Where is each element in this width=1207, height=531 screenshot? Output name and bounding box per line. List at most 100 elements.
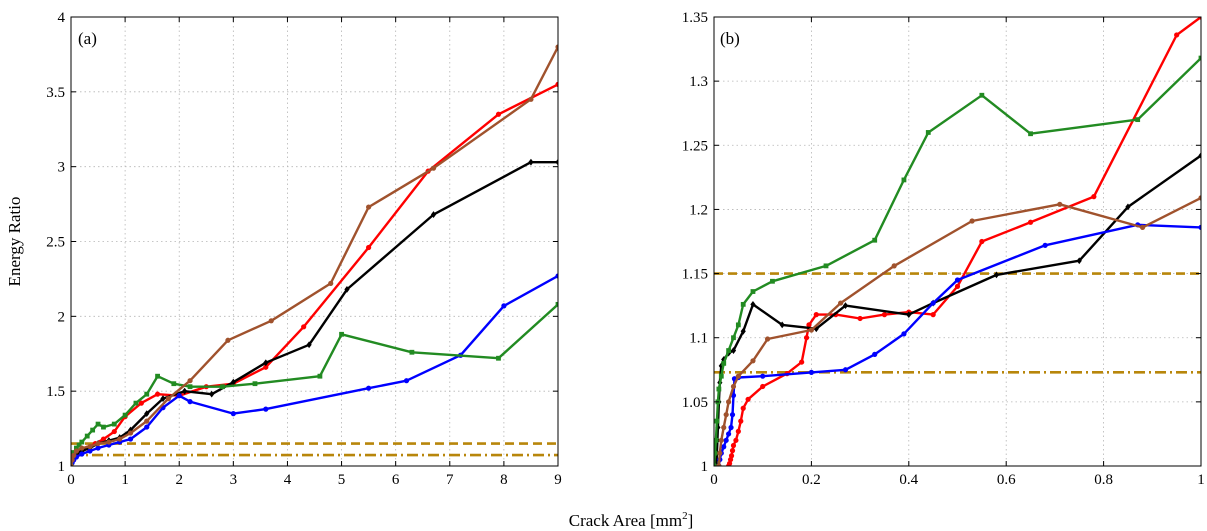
panel-a-series-2 — [71, 273, 558, 466]
panel-b-series-3-point — [714, 463, 717, 466]
panel-a-xtick-label: 5 — [338, 472, 346, 488]
panel-b-series-1-point — [1125, 203, 1131, 211]
panel-b-series-3-point — [750, 289, 756, 294]
panel-b-ytick-label: 1.15 — [682, 267, 708, 283]
panel-a-xtick-label: 3 — [230, 472, 238, 488]
panel-b-series-1 — [714, 152, 1201, 466]
panel-b-series-4-point — [718, 437, 724, 443]
panel-a-series-3-point — [252, 381, 258, 387]
panel-b-xtick-label: 0.4 — [899, 472, 918, 488]
panel-b-series-3-line — [714, 57, 1201, 466]
panel-a-series-2-point — [87, 448, 93, 454]
panel-a: 0 1 2 3 4 5 6 7 8 911.522.533.54 (a) Energy Ratio — [5, 10, 562, 488]
panel-a-series-0-point — [263, 364, 269, 370]
panel-b-grid — [714, 17, 1201, 466]
panel-a-series-1-point — [73, 450, 80, 458]
panel-b-xtick-label: 1 — [1197, 472, 1205, 488]
panel-b-series-1-point — [813, 325, 819, 333]
panel-a-series-4-point — [555, 44, 558, 50]
shared-xlabel-main: Crack Area [mm — [569, 511, 682, 530]
panel-b-series-3-point — [731, 335, 736, 341]
panel-b-series-4-point — [716, 463, 722, 466]
panel-b-series-2-point — [723, 437, 729, 443]
shared-xlabel-close: ] — [688, 511, 694, 530]
panel-b-series-0 — [726, 17, 1201, 466]
panel-b-series-4-point — [1139, 224, 1146, 230]
panel-a-series-1-point — [430, 211, 437, 218]
panel-a-series-4-point — [225, 337, 231, 343]
panel-a-series-4-point — [106, 439, 112, 445]
panel-b-series-2-point — [728, 424, 734, 431]
panel-b-ytick-label: 1.3 — [689, 74, 708, 90]
panel-b-series-0-point — [733, 437, 739, 443]
panel-a-ytick-label: 3 — [58, 160, 66, 176]
panel-b-series-0-point — [806, 322, 812, 328]
panel-a-series-1-point — [160, 395, 166, 403]
panel-b-series-1-point — [1198, 152, 1201, 159]
panel-a-ytick-label: 2.5 — [46, 235, 65, 251]
panel-a-series-2-point — [176, 393, 182, 399]
panel-a-series-3 — [71, 301, 558, 466]
panel-a-series-0-point — [495, 111, 502, 117]
panel-a-series-3-point — [95, 421, 101, 427]
panel-a-series-0-point — [301, 324, 307, 330]
panel-a-series-2-point — [263, 406, 269, 412]
panel-b-series-0-point — [857, 315, 863, 322]
panel-b-series-0-point — [738, 418, 744, 424]
panel-b-series-3-point — [716, 386, 722, 392]
panel-a-series-4-point — [528, 96, 534, 102]
panel-a-series-0-point — [138, 400, 144, 406]
panel-b-series-0-point — [1027, 219, 1034, 225]
panel-b-series-0-point — [745, 396, 751, 402]
panel-b-series-0-point — [930, 312, 936, 318]
panel-a-series-3-point — [496, 355, 501, 361]
panel-a-series-3-point — [155, 373, 160, 379]
panel-b-xtick-label: 0.8 — [1094, 472, 1113, 488]
panel-a-series-4-point — [366, 204, 372, 210]
panel-b-series-3-point — [740, 301, 746, 307]
panel-a-series-4-point — [430, 165, 437, 171]
panel-a-series-4-point — [95, 440, 101, 447]
panel-a-ylabel: Energy Ratio — [5, 197, 24, 287]
panel-b-series-0-point — [730, 442, 737, 449]
panel-a-series-4-line — [71, 46, 558, 466]
panel-b-xtick-label: 0.2 — [802, 472, 821, 488]
panel-b-series-3-point — [872, 237, 878, 243]
panel-b-series-3 — [714, 55, 1201, 466]
panel-a-ytick-label: 1.5 — [46, 384, 65, 400]
panel-a-series-2-point — [501, 303, 507, 309]
panel-a-series-3-point — [187, 384, 193, 390]
panel-b-series-3-point — [979, 92, 985, 98]
panel-a-series-2-point — [555, 273, 558, 279]
panel-b-series-4-point — [1198, 195, 1201, 201]
panel-b-series-1-point — [750, 300, 756, 308]
panel-a-series-3-point — [90, 427, 96, 433]
panel-b-series-4-point — [891, 263, 897, 269]
panel-a-series-2-point — [230, 411, 236, 417]
panel-b-series-0-point — [735, 428, 741, 434]
panel-b-series-1-point — [842, 302, 849, 310]
panel-b-ytick-label: 1.35 — [682, 10, 708, 26]
panel-a-series-4-point — [165, 396, 171, 402]
panel-b-series-2-point — [729, 412, 736, 418]
panel-a-series-2-point — [366, 385, 372, 391]
panel-b-series-0-point — [1091, 194, 1097, 200]
panel-a-series-4-point — [187, 378, 193, 384]
panel-a-series-1-point — [144, 410, 150, 418]
panel-b-series-4-point — [969, 218, 975, 224]
panel-a-series-1-point — [344, 285, 350, 293]
panel-b-series-4-point — [735, 373, 741, 379]
panel-b-plot-area — [714, 17, 1201, 466]
panel-b-series-0-line — [727, 17, 1201, 466]
panel-b-series-0-point — [799, 359, 805, 365]
panel-a-series-4-point — [268, 318, 274, 324]
panel-a-series-0-point — [366, 244, 372, 251]
panel-a-ytick-label: 2 — [58, 309, 66, 325]
panel-a-series-3-point — [84, 433, 90, 439]
panel-a-series-3-point — [171, 381, 177, 387]
panel-a-series-2-point — [403, 378, 410, 384]
shared-xlabel: Crack Area [mm2] — [569, 510, 693, 530]
panel-b-series-1-point — [715, 424, 721, 431]
panel-a-series-3-point — [111, 421, 117, 427]
